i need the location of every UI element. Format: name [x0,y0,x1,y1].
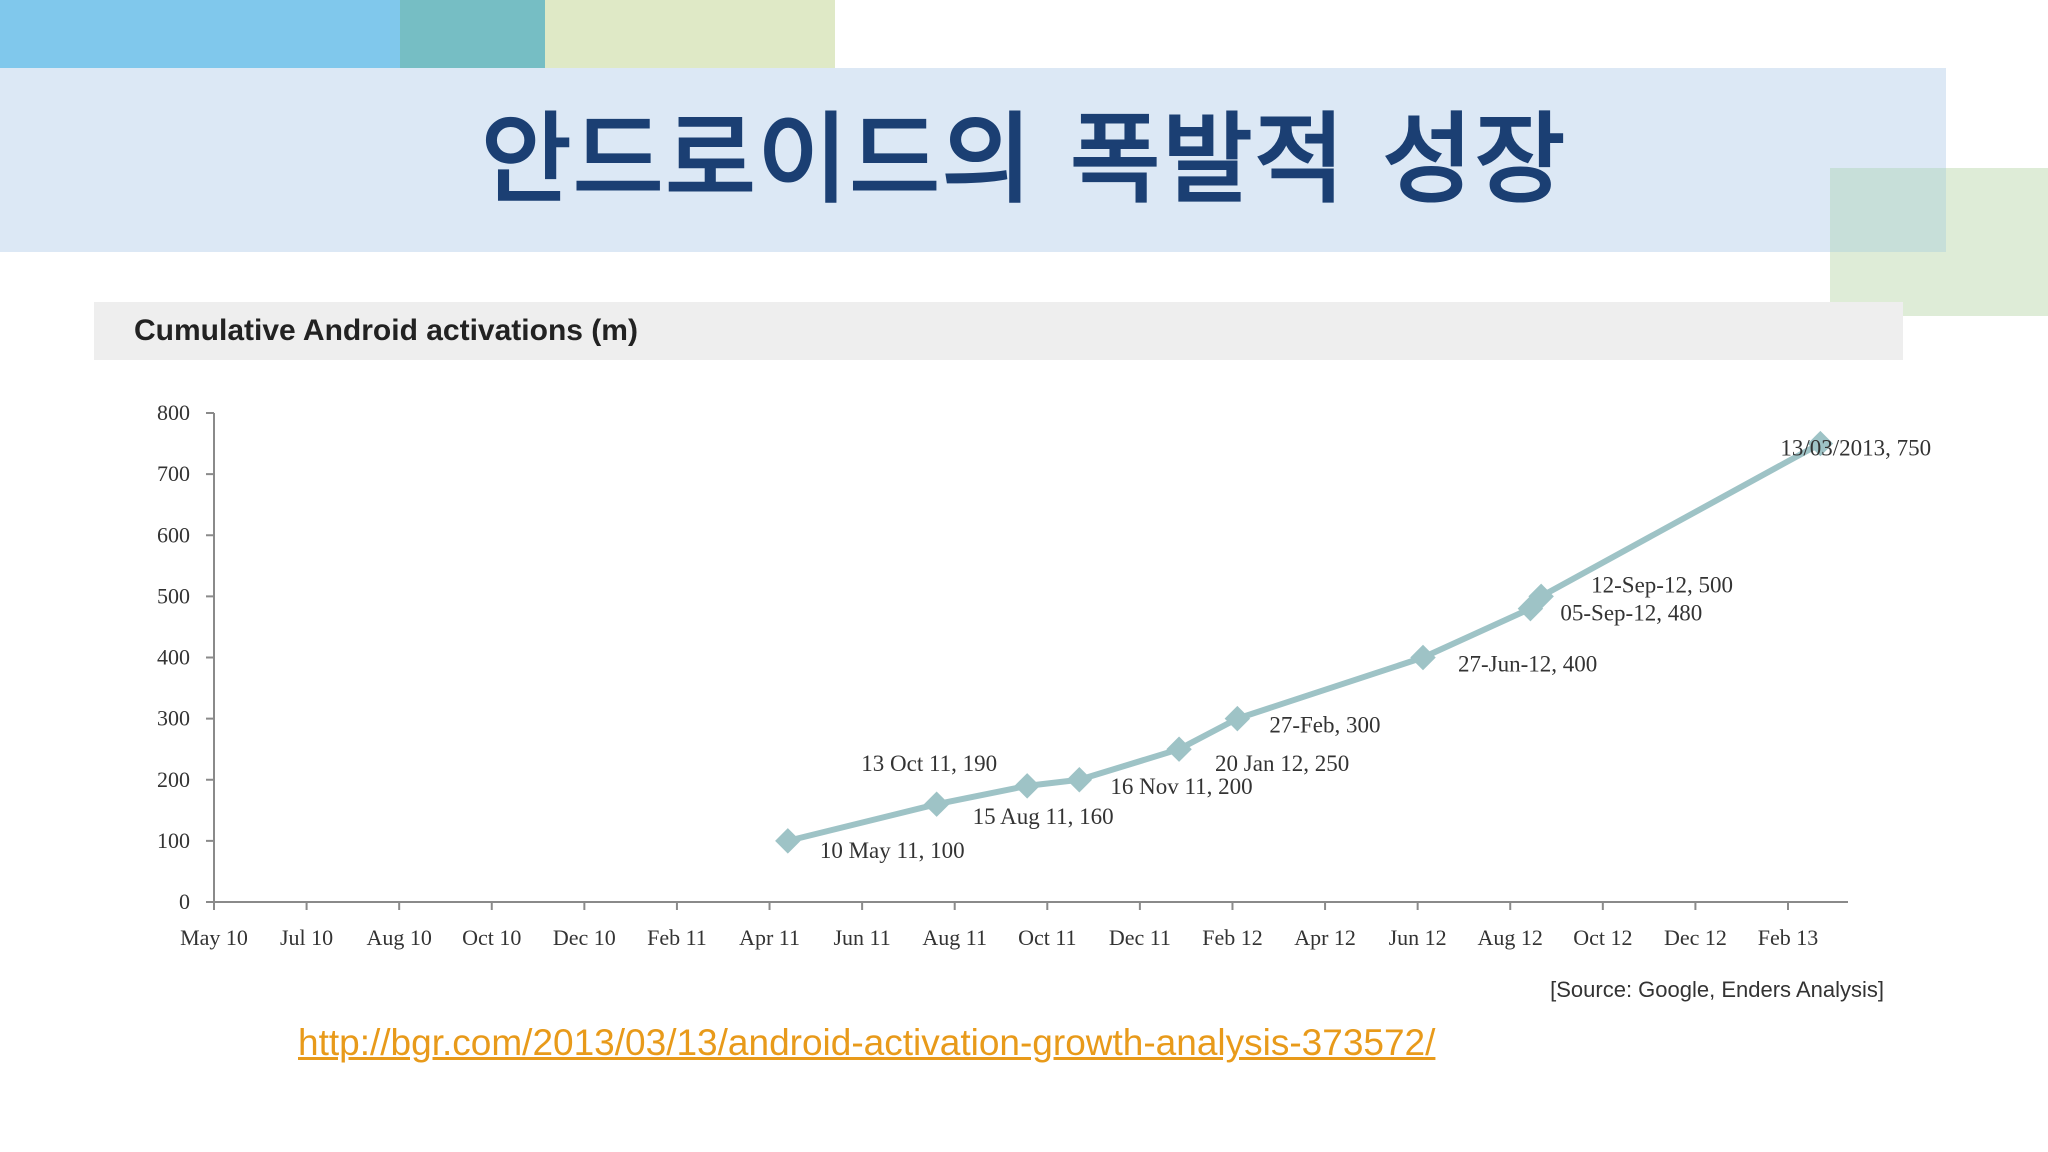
y-tick-label: 500 [157,583,190,608]
x-tick-label: May 10 [180,925,248,950]
y-tick-label: 200 [157,767,190,792]
data-label: 16 Nov 11, 200 [1110,774,1252,799]
x-tick-label: Jun 12 [1389,925,1447,950]
chart-header: Cumulative Android activations (m) [94,302,1903,360]
data-label: 27-Feb, 300 [1269,713,1380,738]
x-tick-label: Apr 12 [1294,925,1356,950]
x-tick-label: Jun 11 [833,925,890,950]
data-label: 20 Jan 12, 250 [1215,751,1349,776]
x-tick-label: Aug 10 [366,925,431,950]
data-point-marker [1410,644,1436,671]
data-point-marker [1166,736,1192,762]
y-tick-label: 800 [157,400,190,425]
y-tick-label: 400 [157,645,190,670]
data-label: 12-Sep-12, 500 [1591,572,1733,597]
data-label: 15 Aug 11, 160 [973,804,1114,829]
x-tick-label: Jul 10 [280,925,333,950]
series-line [787,440,1822,844]
data-point-marker [1066,767,1093,793]
y-tick-label: 700 [157,461,190,486]
chart-title: Cumulative Android activations (m) [134,314,638,347]
x-tick-label: Aug 11 [922,925,987,950]
title-banner [0,68,1946,252]
y-tick-label: 300 [157,706,190,731]
x-tick-label: Aug 12 [1478,925,1543,950]
data-point-marker [923,791,950,817]
x-tick-label: Dec 10 [553,925,616,950]
x-tick-label: Oct 11 [1018,925,1076,950]
x-tick-label: Feb 12 [1202,925,1263,950]
source-link[interactable]: http://bgr.com/2013/03/13/android-activa… [298,1022,1436,1063]
data-label: 13/03/2013, 750 [1780,436,1931,461]
x-tick-label: Oct 12 [1573,925,1632,950]
y-tick-label: 100 [157,828,190,853]
x-tick-label: Oct 10 [462,925,521,950]
x-tick-label: Feb 11 [647,925,707,950]
data-label: 10 May 11, 100 [820,838,965,863]
data-point-marker [775,828,801,854]
y-tick-label: 0 [179,889,190,914]
slide-title: 안드로이드의 폭발적 성장 [481,103,1567,217]
y-tick-label: 600 [157,522,190,547]
data-point-marker [1014,773,1040,799]
data-point-marker [1224,705,1251,732]
x-tick-label: Dec 12 [1664,925,1727,950]
x-tick-label: Feb 13 [1758,925,1819,950]
data-label: 05-Sep-12, 480 [1560,601,1702,626]
data-label: 27-Jun-12, 400 [1458,652,1597,677]
x-tick-label: Dec 11 [1109,925,1171,950]
chart-source: [Source: Google, Enders Analysis] [1550,977,1884,1002]
data-label: 13 Oct 11, 190 [861,751,997,776]
x-tick-label: Apr 11 [739,925,800,950]
decor-block-right-overlap [1830,168,1946,252]
